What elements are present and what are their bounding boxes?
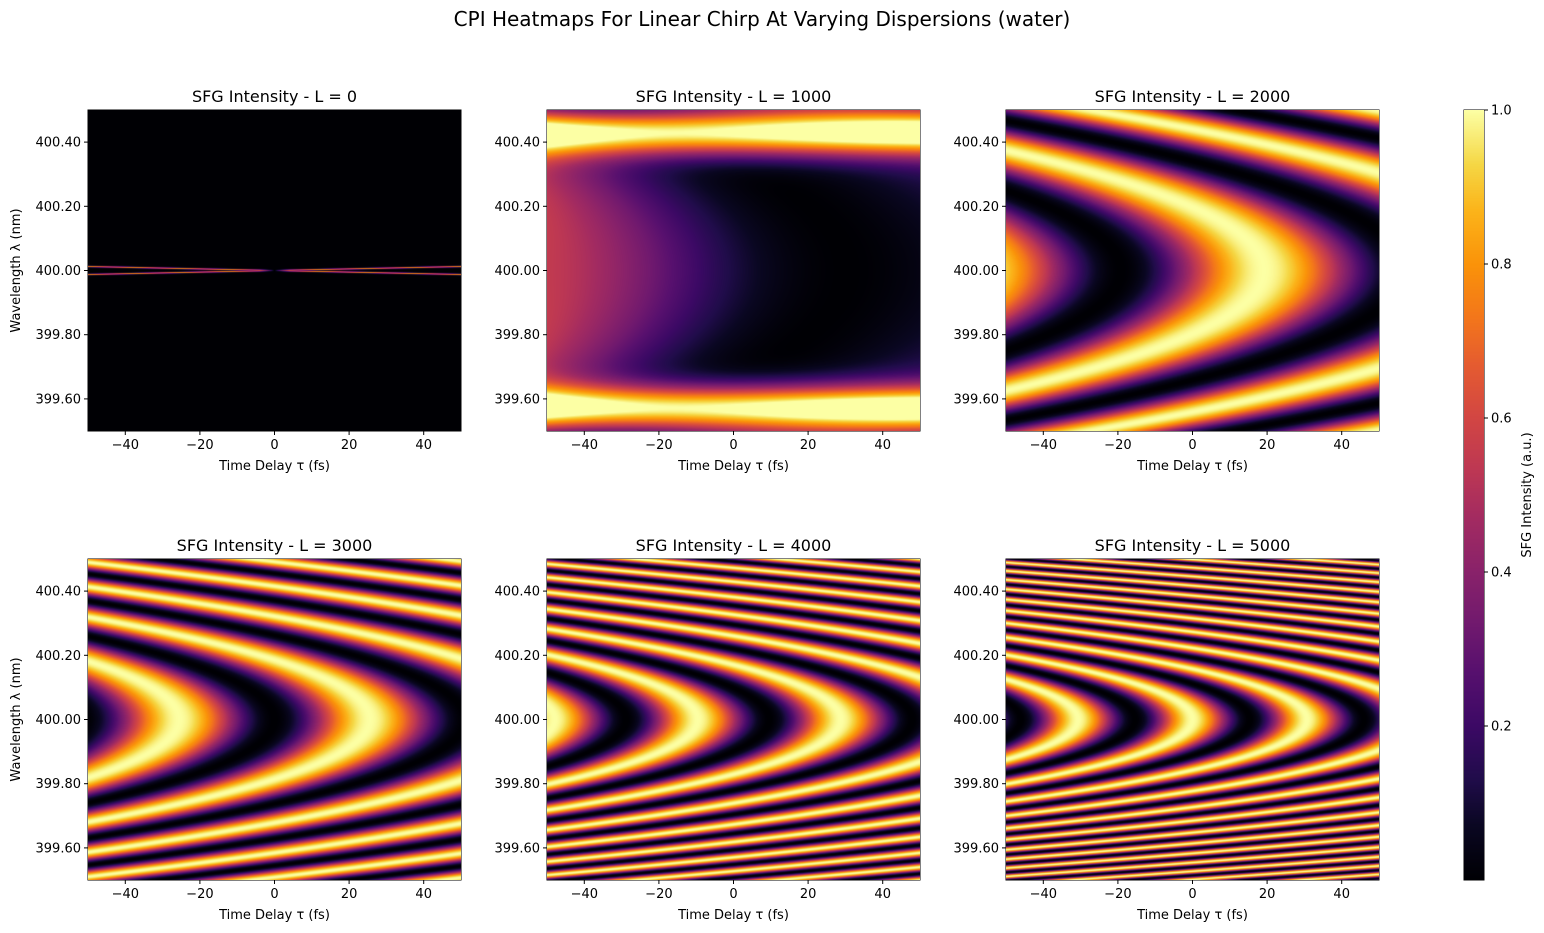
x-tick-label: −40: [571, 887, 598, 902]
figure-title: CPI Heatmaps For Linear Chirp At Varying…: [454, 7, 1071, 31]
y-tick-label: 400.40: [495, 585, 541, 600]
heatmap-image-l5000: [1006, 559, 1379, 880]
x-tick-label: 20: [800, 438, 817, 453]
y-tick-label: 400.00: [495, 713, 541, 728]
heatmap-panel: SFG Intensity - L = 3000 −40 −20 0 20 40 399.6…: [9, 536, 462, 923]
colorbar-tick-label: 0.4: [1491, 566, 1512, 581]
y-tick-label: 399.80: [954, 777, 1000, 792]
y-tick-label: 400.00: [36, 713, 82, 728]
colorbar-tick-label: 0.8: [1491, 258, 1512, 273]
x-tick-label: −20: [1104, 438, 1131, 453]
x-tick-label: −40: [1030, 438, 1057, 453]
x-tick-label: 0: [729, 438, 737, 453]
heatmap-image-l3000: [88, 559, 461, 880]
y-tick-label: 400.00: [954, 264, 1000, 279]
y-tick-label: 400.20: [36, 200, 82, 215]
x-tick-label: −40: [571, 438, 598, 453]
y-tick-label: 400.00: [954, 713, 1000, 728]
x-tick-label: 40: [1333, 438, 1350, 453]
colorbar-tick-label: 1.0: [1491, 104, 1512, 119]
x-axis-label: Time Delay τ (fs): [218, 908, 330, 923]
y-tick-label: 400.20: [495, 649, 541, 664]
x-tick-label: 20: [1259, 887, 1276, 902]
heatmap-image-l0: [88, 110, 461, 431]
y-tick-label: 400.20: [36, 649, 82, 664]
panel-title: SFG Intensity - L = 5000: [1095, 536, 1291, 555]
colorbar-tick-label: 0.6: [1491, 412, 1512, 427]
x-tick-label: −20: [186, 887, 213, 902]
y-axis-label: Wavelength λ (nm): [9, 208, 24, 332]
y-axis-label: Wavelength λ (nm): [9, 657, 24, 781]
x-axis-label: Time Delay τ (fs): [218, 459, 330, 474]
x-tick-label: 40: [1333, 887, 1350, 902]
y-tick-label: 400.00: [36, 264, 82, 279]
heatmap-panel: SFG Intensity - L = 2000 −40 −20 0 20 40 399.6…: [954, 87, 1380, 474]
colorbar: SFG Intensity (a.u.) 0.2 0.4 0.6 0.8 1.0: [1463, 104, 1535, 881]
x-tick-label: 0: [1188, 438, 1196, 453]
x-tick-label: 20: [341, 438, 358, 453]
colorbar-label: SFG Intensity (a.u.): [1520, 432, 1535, 557]
y-tick-label: 400.20: [954, 200, 1000, 215]
y-tick-label: 400.20: [954, 649, 1000, 664]
colorbar-tick-label: 0.2: [1491, 720, 1512, 735]
x-tick-label: 40: [874, 438, 891, 453]
panel-title: SFG Intensity - L = 4000: [636, 536, 832, 555]
y-tick-label: 399.60: [36, 841, 82, 856]
x-tick-label: 0: [270, 438, 278, 453]
x-tick-label: 40: [874, 887, 891, 902]
y-tick-label: 400.40: [36, 585, 82, 600]
x-tick-label: −40: [1030, 887, 1057, 902]
heatmap-image-l4000: [547, 559, 920, 880]
x-axis-label: Time Delay τ (fs): [1136, 908, 1248, 923]
y-tick-label: 399.80: [954, 328, 1000, 343]
heatmap-panel: SFG Intensity - L = 0 −40 −20 0 20 40 399.60 39…: [9, 87, 462, 474]
y-tick-label: 399.80: [36, 777, 82, 792]
x-tick-label: −40: [112, 438, 139, 453]
y-tick-label: 399.80: [36, 328, 82, 343]
x-axis-label: Time Delay τ (fs): [677, 908, 789, 923]
x-tick-label: 20: [800, 887, 817, 902]
y-tick-label: 400.40: [36, 136, 82, 151]
colorbar-gradient: [1464, 110, 1484, 880]
y-tick-label: 400.00: [495, 264, 541, 279]
x-tick-label: −40: [112, 887, 139, 902]
x-tick-label: −20: [1104, 887, 1131, 902]
y-tick-label: 400.20: [495, 200, 541, 215]
x-tick-label: 40: [415, 887, 432, 902]
y-tick-label: 400.40: [954, 136, 1000, 151]
heatmap-panel: SFG Intensity - L = 4000 −40 −20 0 20 40 399.6…: [495, 536, 921, 923]
y-tick-label: 399.60: [36, 392, 82, 407]
x-tick-label: 40: [415, 438, 432, 453]
y-tick-label: 399.60: [954, 841, 1000, 856]
panel-title: SFG Intensity - L = 2000: [1095, 87, 1291, 106]
panel-title: SFG Intensity - L = 3000: [177, 536, 373, 555]
y-tick-label: 400.40: [495, 136, 541, 151]
x-tick-label: 0: [729, 887, 737, 902]
y-tick-label: 400.40: [954, 585, 1000, 600]
y-tick-label: 399.80: [495, 777, 541, 792]
x-axis-label: Time Delay τ (fs): [1136, 459, 1248, 474]
x-tick-label: −20: [645, 887, 672, 902]
y-tick-label: 399.60: [495, 392, 541, 407]
y-tick-label: 399.60: [954, 392, 1000, 407]
x-tick-label: 20: [341, 887, 358, 902]
x-tick-label: −20: [645, 438, 672, 453]
panel-title: SFG Intensity - L = 0: [192, 87, 357, 106]
heatmap-image-l2000: [1006, 110, 1379, 431]
heatmap-panel: SFG Intensity - L = 5000 −40 −20 0 20 40 399.6…: [954, 536, 1380, 923]
heatmap-image-l1000: [547, 110, 920, 431]
y-tick-label: 399.60: [495, 841, 541, 856]
x-tick-label: 0: [1188, 887, 1196, 902]
x-tick-label: 20: [1259, 438, 1276, 453]
x-axis-label: Time Delay τ (fs): [677, 459, 789, 474]
panel-title: SFG Intensity - L = 1000: [636, 87, 832, 106]
x-tick-label: 0: [270, 887, 278, 902]
y-tick-label: 399.80: [495, 328, 541, 343]
x-tick-label: −20: [186, 438, 213, 453]
